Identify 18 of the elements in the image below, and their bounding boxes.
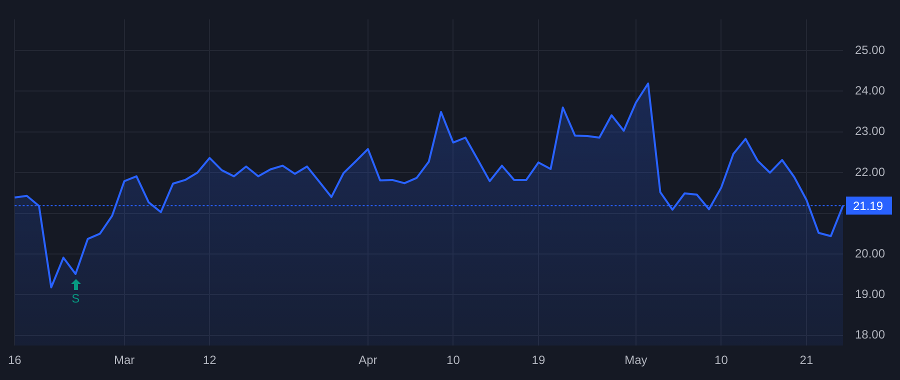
x-tick-label: 16 (8, 353, 22, 368)
x-tick-label: May (624, 353, 648, 368)
y-tick-label: 23.00 (855, 124, 886, 138)
annotation: S (72, 291, 80, 306)
x-tick-label: 10 (446, 353, 460, 368)
ref-line-label: 21.19 (853, 198, 884, 213)
x-tick-label: 12 (202, 353, 217, 368)
y-tick-label: 18.00 (855, 328, 886, 342)
x-tick-label: 21 (800, 353, 814, 368)
y-tick-label: 20.00 (855, 246, 886, 260)
y-tick-label: 22.00 (855, 164, 886, 179)
y-tick-label: 24.00 (855, 84, 886, 98)
x-tick-label: Apr (358, 353, 378, 368)
y-tick-label: 19.00 (855, 287, 886, 302)
x-tick-label: Mar (114, 353, 135, 368)
x-tick-label: 19 (532, 353, 546, 368)
y-tick-label: 25.00 (855, 42, 886, 57)
x-tick-label: 10 (714, 353, 728, 368)
